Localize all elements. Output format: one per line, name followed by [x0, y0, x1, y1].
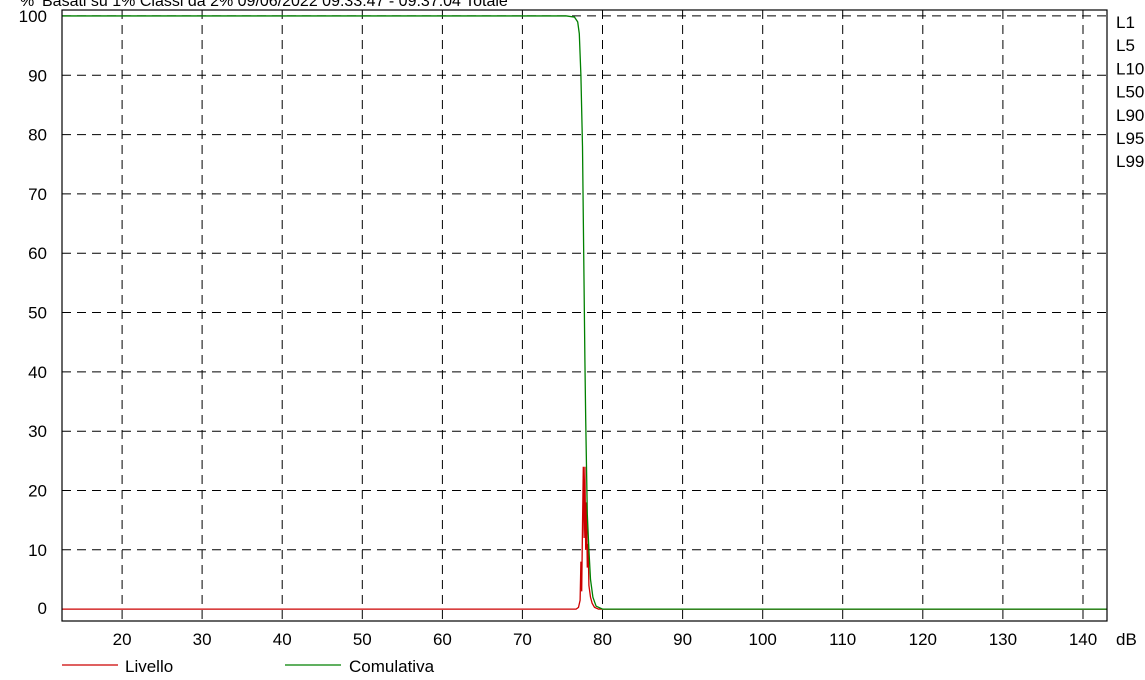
- y-tick-label: 50: [28, 304, 47, 323]
- percentile-label: L90: [1116, 106, 1144, 125]
- y-axis-label: %: [20, 0, 34, 10]
- x-tick-label: 50: [353, 630, 372, 649]
- legend-label-livello: Livello: [125, 657, 173, 676]
- y-tick-label: 20: [28, 482, 47, 501]
- x-tick-label: 120: [909, 630, 937, 649]
- percentile-label: L95: [1116, 129, 1144, 148]
- y-tick-label: 70: [28, 185, 47, 204]
- series-line-comulativa: [62, 15, 1107, 610]
- y-tick-label: 0: [38, 599, 47, 618]
- x-tick-label: 140: [1069, 630, 1097, 649]
- x-axis-label: dB: [1116, 630, 1137, 649]
- y-tick-label: 60: [28, 244, 47, 263]
- percentile-label: L10: [1116, 59, 1144, 78]
- percentile-label: L1: [1116, 13, 1135, 32]
- x-tick-label: 110: [829, 630, 856, 649]
- series-lines: [62, 15, 1107, 610]
- percentile-labels: L1 L5 L10 L50 L90 L95 L99: [1116, 13, 1144, 171]
- x-tick-label: 60: [433, 630, 452, 649]
- plot-frame: [61, 9, 1108, 622]
- x-tick-label: 40: [273, 630, 292, 649]
- x-tick-label: 90: [673, 630, 692, 649]
- y-tick-label: 40: [28, 363, 47, 382]
- legend-label-comulativa: Comulativa: [349, 657, 435, 676]
- x-tick-label: 70: [513, 630, 532, 649]
- y-tick-label: 80: [28, 126, 47, 145]
- percentile-label: L99: [1116, 152, 1144, 171]
- series-line-livello: [62, 466, 1107, 610]
- x-tick-label: 30: [193, 630, 212, 649]
- x-tick-label: 20: [113, 630, 132, 649]
- x-tick-label: 80: [593, 630, 612, 649]
- percentile-label: L50: [1116, 83, 1144, 102]
- tick-labels: 20 30 40 50 60 70 80 90 100 110 120 130 140 0 10 20 30 40…: [19, 7, 1098, 649]
- y-tick-label: 100: [19, 7, 47, 26]
- y-tick-label: 10: [28, 541, 47, 560]
- x-tick-label: 100: [749, 630, 777, 649]
- chart-title: Basati su 1% Classi da 2% 09/06/2022 09:…: [42, 0, 508, 10]
- percentile-label: L5: [1116, 36, 1135, 55]
- legend: Livello Comulativa: [62, 657, 435, 676]
- x-tick-label: 130: [989, 630, 1017, 649]
- y-tick-label: 90: [28, 66, 47, 85]
- grid-lines: [62, 10, 1107, 621]
- y-tick-label: 30: [28, 422, 47, 441]
